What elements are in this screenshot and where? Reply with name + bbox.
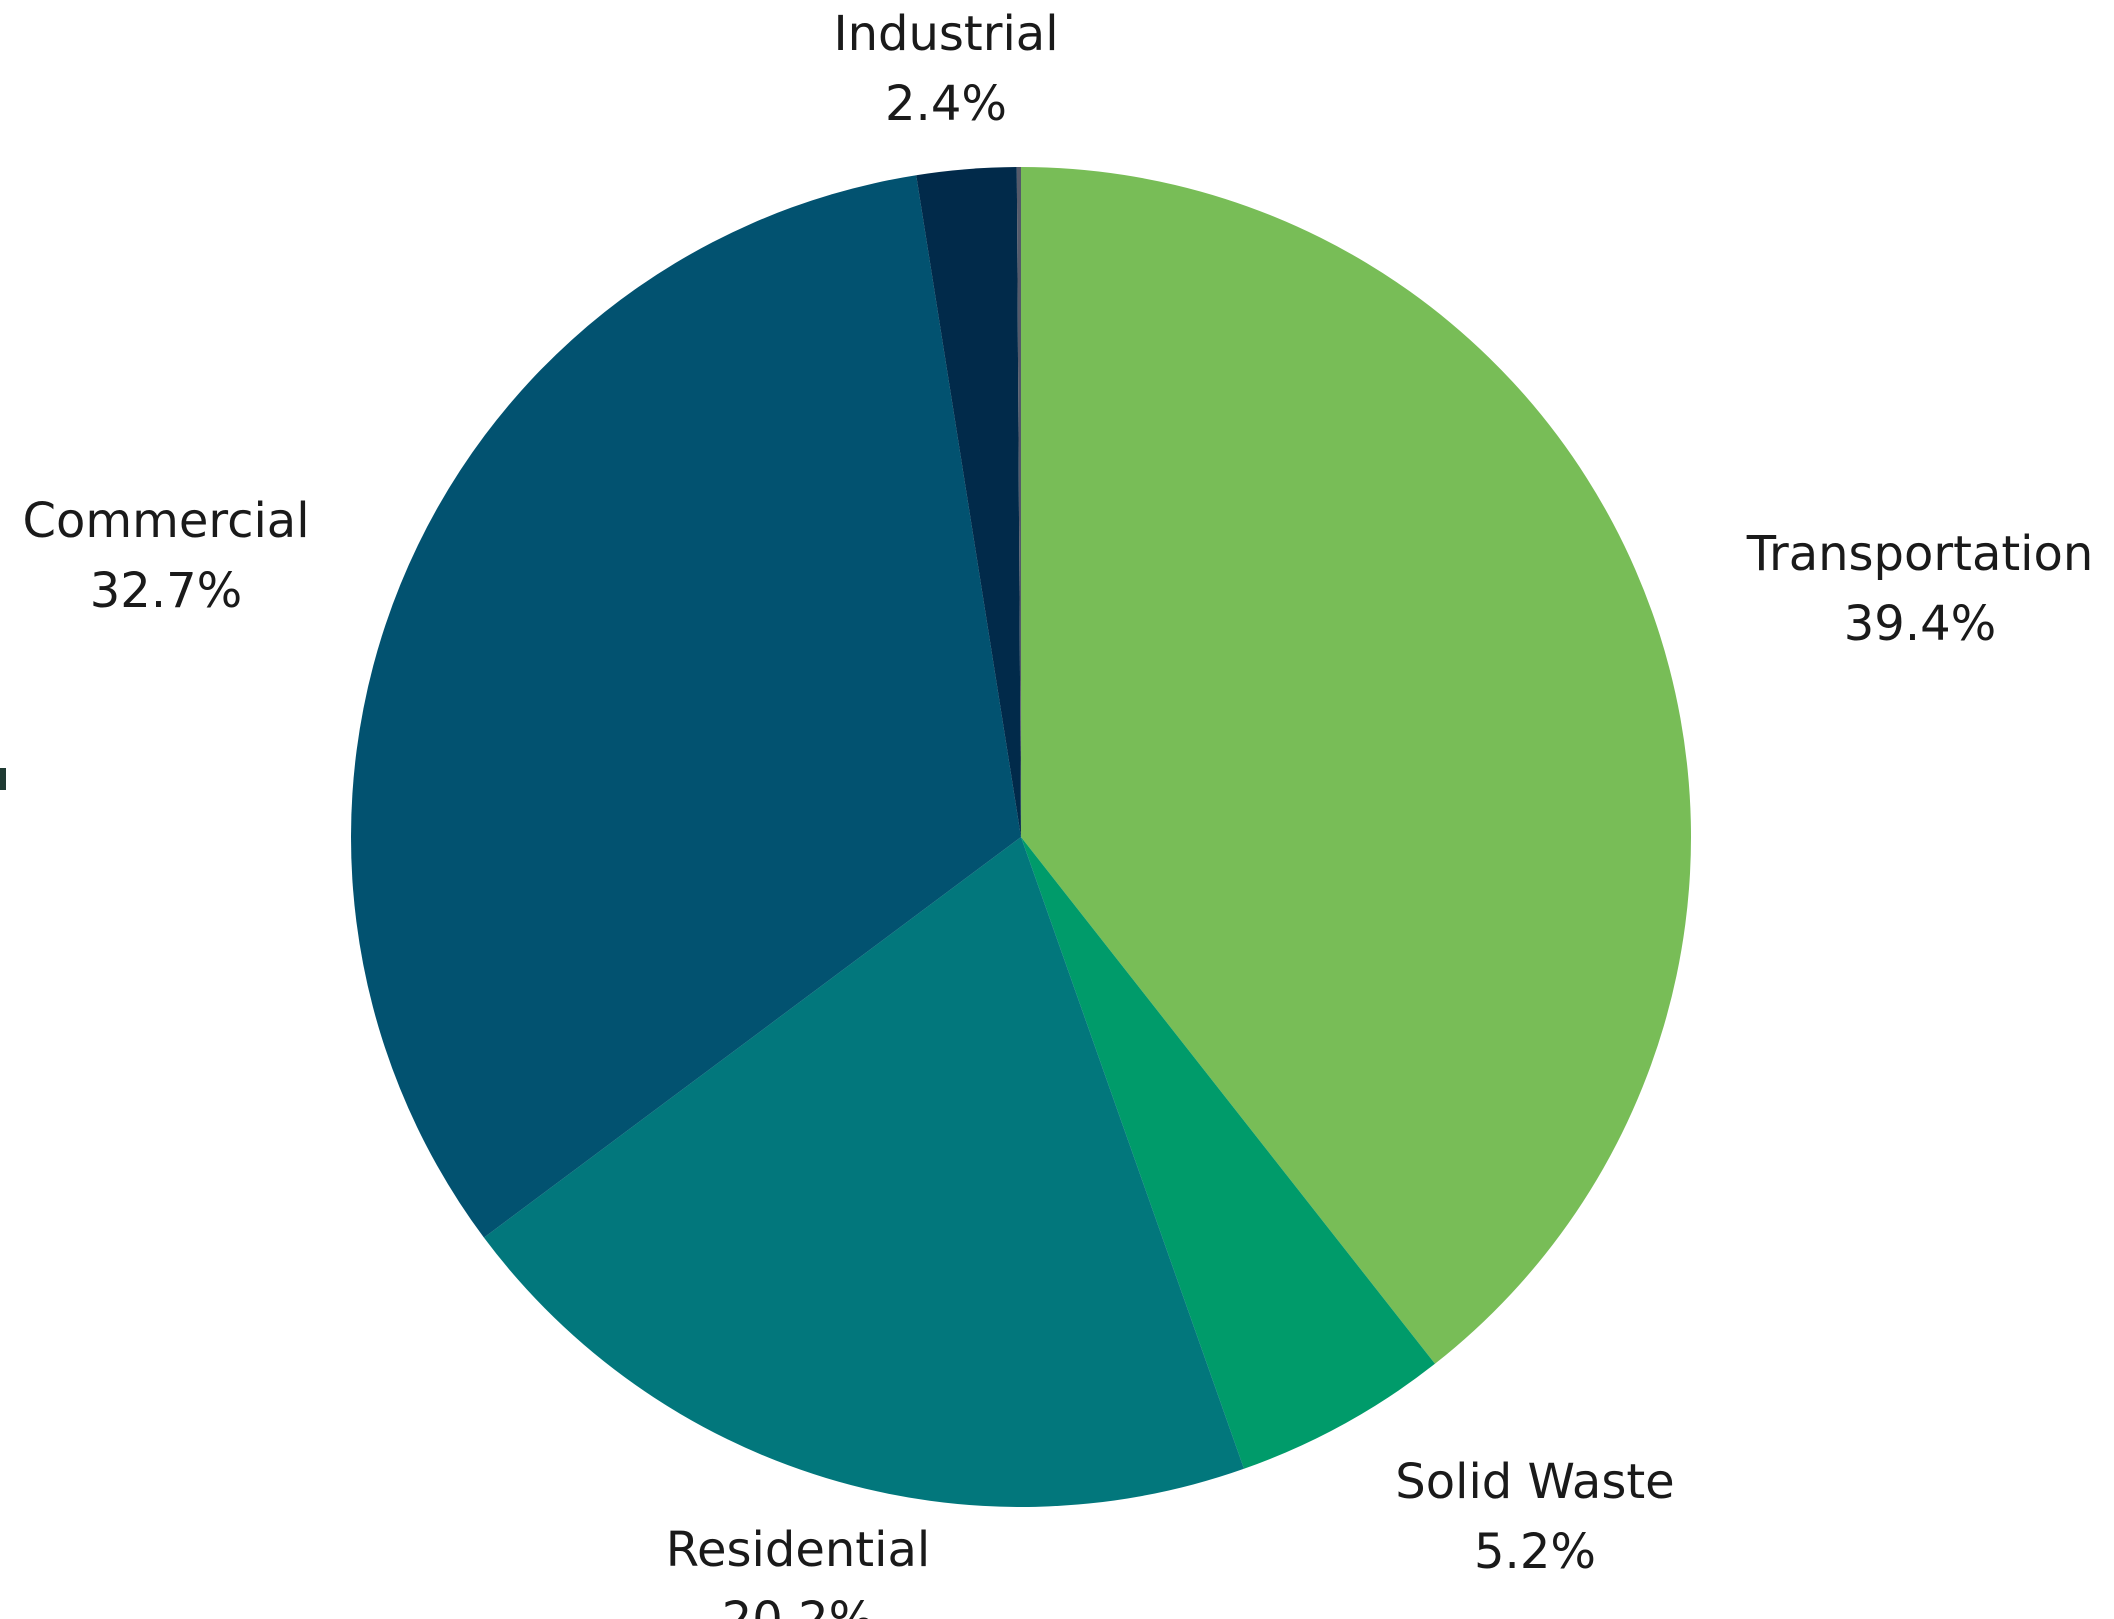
- pie-slice-solid-waste: [1021, 837, 1435, 1469]
- slice-value-label: 5.2%: [1474, 1524, 1596, 1580]
- slice-category-label: Residential: [666, 1522, 930, 1578]
- slice-value-label: 2.4%: [885, 76, 1007, 132]
- pie-slice-unlabeled-5: [1016, 166, 1021, 837]
- pie-slice-residential: [483, 837, 1244, 1507]
- slice-category-label: Solid Waste: [1395, 1454, 1674, 1510]
- slice-value-label: 20.2%: [722, 1592, 874, 1619]
- slice-value-label: 39.4%: [1844, 596, 1996, 652]
- pie-slice-commercial: [350, 175, 1021, 1238]
- slice-label-residential: Residential 20.2%: [666, 1522, 930, 1619]
- slice-category-label: Transportation: [1746, 526, 2094, 582]
- slice-value-label: 32.7%: [90, 563, 242, 619]
- pie-labels: Transportation 39.4% Solid Waste 5.2% Reside…: [22, 6, 2093, 1619]
- slice-label-solid-waste: Solid Waste 5.2%: [1395, 1454, 1674, 1580]
- slice-label-industrial: Industrial 2.4%: [833, 6, 1058, 132]
- slice-category-label: Industrial: [833, 6, 1058, 62]
- slice-label-transportation: Transportation 39.4%: [1746, 526, 2094, 652]
- edge-mark: [0, 768, 6, 790]
- pie-slices: [350, 166, 1692, 1507]
- slice-category-label: Commercial: [22, 493, 309, 549]
- slice-label-commercial: Commercial 32.7%: [22, 493, 309, 619]
- pie-slice-transportation: [1021, 167, 1692, 1364]
- pie-slice-industrial: [916, 167, 1021, 837]
